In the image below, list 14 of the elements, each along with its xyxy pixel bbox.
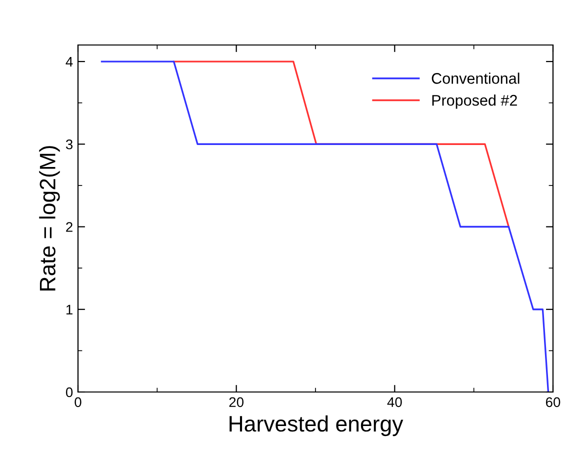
x-tick-label: 60: [546, 397, 560, 408]
y-tick-label: 1: [66, 304, 72, 314]
x-tick-label: 20: [229, 397, 244, 408]
line-series: [100, 60, 550, 392]
x-tick-label: 40: [387, 397, 402, 408]
x-tick-label: 0: [74, 397, 82, 408]
y-tick-label: 2: [66, 222, 72, 232]
x-axis-title: Harvested energy: [230, 415, 404, 436]
y-axis-title: Rate = log2(M): [39, 146, 60, 290]
y-tick-label: 0: [66, 387, 73, 398]
y-tick-label: 3: [66, 139, 73, 150]
legend-label: Conventional: [432, 72, 520, 84]
legend-label: Proposed #2: [432, 94, 517, 109]
y-tick-label: 4: [66, 57, 73, 67]
